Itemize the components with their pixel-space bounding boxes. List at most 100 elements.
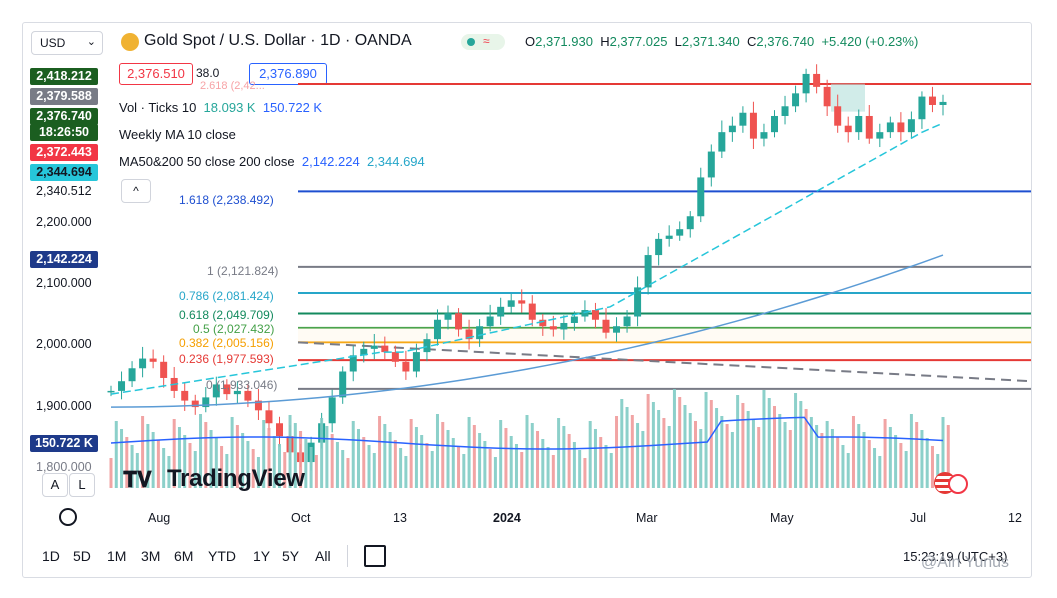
range-1m-button[interactable]: 1M [107, 548, 127, 564]
volume-bar [225, 454, 229, 488]
range-5d-button[interactable]: 5D [73, 548, 91, 564]
volume-bar [172, 419, 176, 488]
volume-bar [815, 425, 819, 488]
candle-body [792, 93, 800, 107]
market-status-indicator[interactable]: ≈ [461, 34, 505, 50]
green-dot-icon [467, 38, 475, 46]
collapse-legend-button[interactable]: ^ [121, 179, 151, 203]
price-tag: 2,142.224 [30, 251, 98, 268]
candle-body [823, 86, 831, 107]
fib-label: 1 (2,121.824) [207, 264, 279, 278]
volume-bar [699, 429, 703, 488]
volume-bar [599, 437, 603, 488]
volume-bar [420, 435, 424, 488]
candle-body [855, 115, 863, 133]
volume-bar [720, 416, 724, 488]
volume-bar [288, 415, 292, 488]
weekly-ma-legend[interactable]: Weekly MA 10 close [119, 127, 236, 142]
volume-legend[interactable]: Vol · Ticks 10 18.093 K 150.722 K [119, 100, 323, 115]
volume-bar [362, 437, 366, 488]
range-3m-button[interactable]: 3M [141, 548, 161, 564]
candle-body [602, 319, 610, 333]
log-scale-button[interactable]: L [69, 473, 95, 497]
volume-bar [388, 432, 392, 488]
sell-price-box[interactable]: 2,376.510 [119, 63, 193, 85]
volume-bar [567, 434, 571, 488]
events-icon[interactable] [948, 474, 968, 494]
volume-bar [441, 422, 445, 488]
candle-body [139, 358, 147, 369]
volume-bar [330, 434, 334, 488]
candle-body [391, 352, 399, 362]
volume-bar [451, 438, 455, 488]
price-axis-label: 2,000.000 [36, 337, 92, 351]
price-chart[interactable] [23, 23, 1031, 577]
volume-bar [199, 414, 203, 488]
candle-body [360, 348, 368, 356]
price-tag: 2,418.212 [30, 68, 98, 85]
fib-extension-label: 2.618 (2,42... [200, 80, 265, 92]
candle-body [749, 112, 757, 139]
date-range-icon[interactable] [364, 545, 386, 567]
volume-bar [709, 400, 713, 488]
price-axis-label: 2,340.512 [36, 184, 92, 198]
chart-settings-icon[interactable] [59, 508, 77, 526]
volume-bar [804, 409, 808, 488]
volume-bar [894, 435, 898, 488]
volume-bar [836, 437, 840, 488]
price-axis-label: 2,200.000 [36, 215, 92, 229]
range-5y-button[interactable]: 5Y [282, 548, 300, 564]
spread-value: 38.0 [196, 66, 220, 80]
volume-bar [457, 446, 461, 488]
candle-body [644, 255, 652, 288]
range-ytd-button[interactable]: YTD [208, 548, 236, 564]
volume-bar [862, 432, 866, 488]
range-1y-button[interactable]: 1Y [253, 548, 271, 564]
volume-bar [141, 416, 145, 488]
candle-body [591, 310, 599, 320]
candle-body [381, 345, 389, 353]
fib-label: 0.5 (2,027.432) [193, 322, 275, 336]
volume-bar [314, 455, 318, 488]
volume-bar [293, 423, 297, 488]
candle-body [581, 310, 589, 317]
time-axis-label: Jul [910, 511, 926, 525]
candle-body [423, 339, 431, 353]
range-all-button[interactable]: All [315, 548, 331, 564]
currency-select[interactable]: USD ⌄ [31, 31, 103, 55]
candle-body [865, 115, 873, 139]
candle-body [518, 300, 526, 304]
volume-bar [230, 417, 234, 488]
candle-body [370, 345, 378, 349]
volume-bar [167, 456, 171, 488]
buy-price-box[interactable]: 2,376.890 [249, 63, 327, 85]
volume-bar [272, 436, 276, 488]
volume-bar [177, 427, 181, 488]
volume-bar [925, 438, 929, 488]
range-6m-button[interactable]: 6M [174, 548, 194, 564]
price-tag: 2,376.740 [30, 108, 98, 125]
candle-body [412, 352, 420, 372]
candle-body [149, 358, 157, 362]
volume-bar [694, 421, 698, 488]
volume-bar [262, 420, 266, 488]
volume-bar [425, 443, 429, 488]
auto-scale-button[interactable]: A [42, 473, 68, 497]
volume-bar [730, 432, 734, 488]
volume-bar [541, 439, 545, 488]
watermark: @Ain Yunus [921, 554, 1010, 571]
volume-bar [393, 440, 397, 488]
volume-bar [741, 403, 745, 488]
currency-label: USD [40, 36, 66, 50]
range-1d-button[interactable]: 1D [42, 548, 60, 564]
candle-body [254, 400, 262, 411]
volume-bar [256, 457, 260, 488]
wave-icon: ≈ [483, 34, 490, 48]
volume-bar [867, 440, 871, 488]
volume-bar [251, 449, 255, 488]
chevron-down-icon: ⌄ [86, 36, 96, 48]
price-axis-label: 1,800.000 [36, 460, 92, 474]
volume-bar [788, 430, 792, 488]
ma-legend[interactable]: MA50&200 50 close 200 close 2,142.224 2,… [119, 154, 425, 169]
volume-bar [546, 447, 550, 488]
